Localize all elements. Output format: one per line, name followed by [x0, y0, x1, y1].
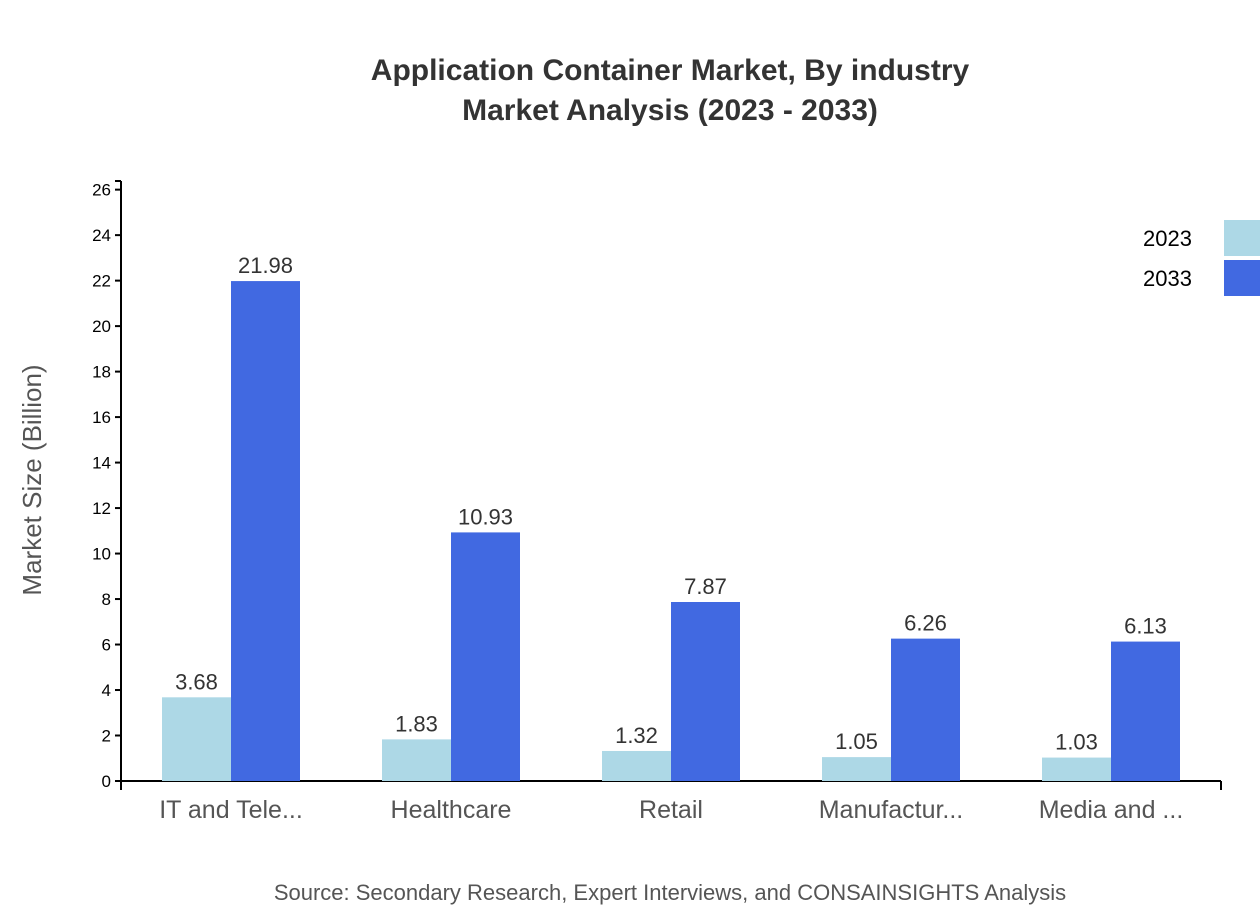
y-tick-label: 12: [92, 499, 111, 518]
data-label: 6.26: [904, 611, 947, 636]
bar-2033: [451, 532, 520, 781]
chart-subtitle: Market Analysis (2023 - 2033): [462, 94, 878, 127]
x-tick-label: IT and Tele...: [159, 796, 303, 824]
bar-2023: [822, 757, 891, 781]
chart-title: Application Container Market, By industr…: [371, 54, 970, 87]
y-tick-label: 8: [102, 590, 111, 609]
legend-swatch-2033: [1224, 260, 1260, 296]
bar-2033: [671, 602, 740, 781]
y-tick-label: 18: [92, 363, 111, 382]
bar-2033: [891, 638, 960, 781]
bar-2023: [162, 697, 231, 781]
y-tick-label: 0: [102, 772, 111, 791]
y-tick-label: 20: [92, 317, 111, 336]
y-tick-label: 2: [102, 727, 111, 746]
data-label: 21.98: [238, 253, 293, 278]
bar-2023: [1042, 757, 1111, 781]
bar-2033: [231, 281, 300, 781]
data-label: 6.13: [1124, 614, 1167, 639]
y-tick-label: 22: [92, 272, 111, 291]
data-label: 1.32: [615, 723, 658, 748]
y-tick-label: 16: [92, 408, 111, 427]
x-tick-label: Manufactur...: [819, 796, 964, 824]
data-label: 3.68: [175, 669, 218, 694]
x-tick-label: Healthcare: [391, 796, 512, 824]
legend-swatch-2023: [1224, 220, 1260, 256]
y-tick-label: 14: [92, 454, 111, 473]
y-tick-label: 26: [92, 181, 111, 200]
bar-2023: [382, 739, 451, 781]
data-label: 7.87: [684, 574, 727, 599]
y-tick-label: 6: [102, 636, 111, 655]
y-tick-label: 4: [102, 681, 111, 700]
data-label: 1.83: [395, 711, 438, 736]
data-label: 1.03: [1055, 730, 1098, 755]
bar-2023: [602, 750, 671, 781]
y-tick-label: 10: [92, 545, 111, 564]
data-label: 1.05: [835, 729, 878, 754]
y-axis-label: Market Size (Billion): [17, 364, 47, 595]
x-tick-label: Retail: [639, 796, 703, 824]
legend-label: 2023: [1143, 226, 1192, 251]
legend-label: 2033: [1143, 266, 1192, 291]
source-note: Source: Secondary Research, Expert Inter…: [274, 880, 1066, 905]
y-tick-label: 24: [92, 226, 111, 245]
x-tick-label: Media and ...: [1039, 796, 1184, 824]
data-label: 10.93: [458, 504, 513, 529]
bar-2033: [1111, 641, 1180, 781]
